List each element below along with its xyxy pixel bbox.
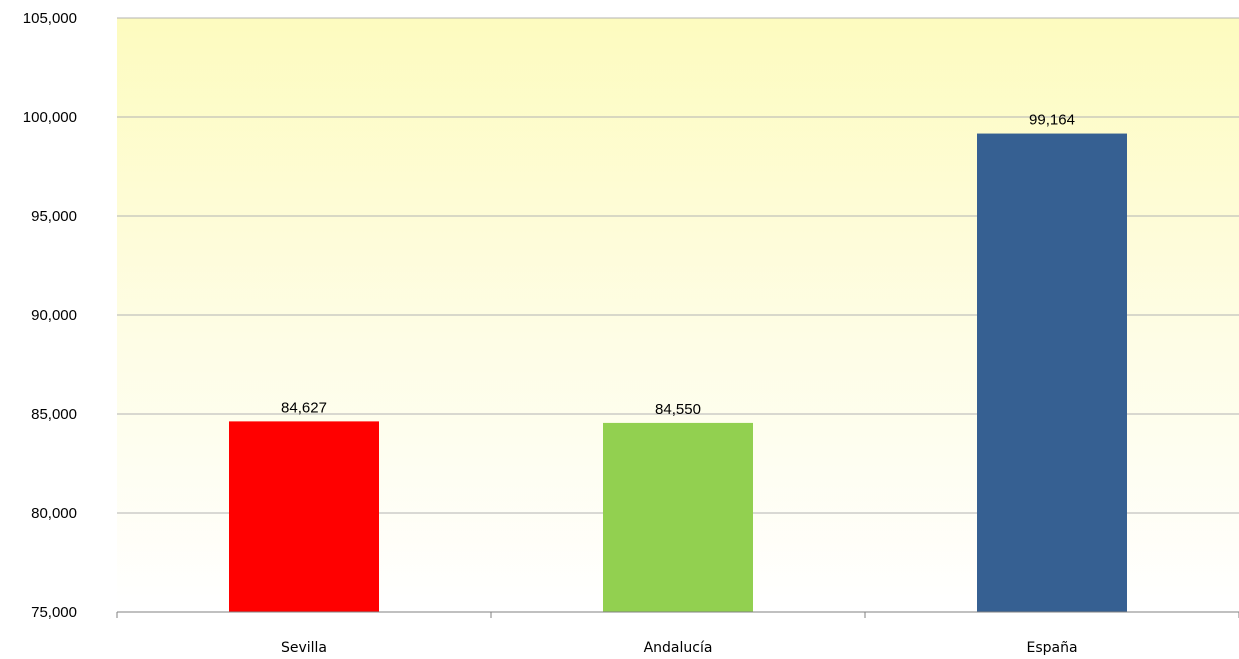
- y-tick-label: 100,000: [23, 109, 77, 126]
- x-category-label: Sevilla: [281, 640, 327, 656]
- axes: [116, 611, 1239, 618]
- data-label: 99,164: [1029, 112, 1075, 129]
- bar-españa: [977, 133, 1127, 612]
- y-tick-label: 90,000: [31, 307, 77, 324]
- y-tick-label: 80,000: [31, 505, 77, 522]
- bars: [229, 133, 1127, 612]
- labels: 75,000 80,000 85,000 90,000 95,000 100,000 105…: [23, 10, 1078, 656]
- data-label: 84,627: [281, 399, 327, 416]
- bar-sevilla: [229, 421, 379, 612]
- bar-andalucía: [603, 422, 753, 612]
- y-tick-label: 95,000: [31, 208, 77, 225]
- x-category-label: España: [1026, 640, 1077, 656]
- y-tick-label: 85,000: [31, 406, 77, 423]
- x-category-label: Andalucía: [644, 640, 713, 656]
- data-label: 84,550: [655, 401, 701, 418]
- y-tick-label: 75,000: [31, 604, 77, 621]
- y-tick-label: 105,000: [23, 10, 77, 27]
